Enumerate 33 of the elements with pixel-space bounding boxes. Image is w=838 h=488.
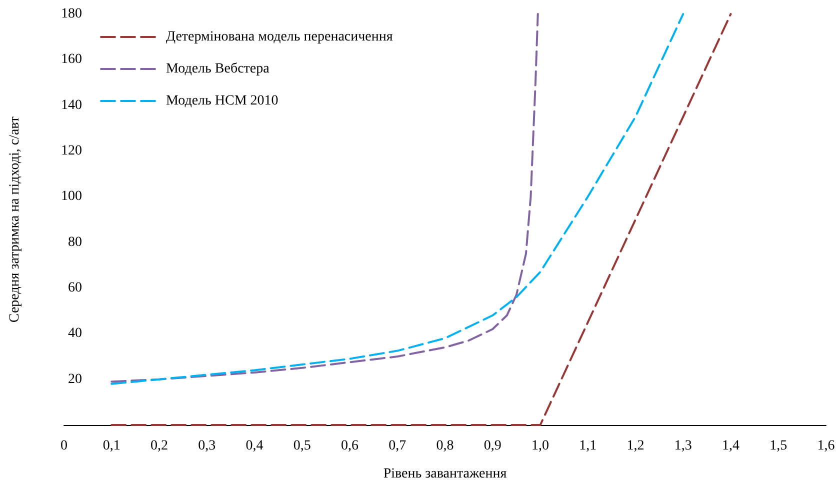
y-tick-label: 100 [61,189,82,204]
x-tick-label: 0,1 [102,438,120,454]
y-axis-title: Середня затримка на підході, с/авт [8,116,22,323]
y-tick-label: 40 [68,326,82,342]
x-tick-label: 0,4 [246,438,264,454]
y-tick-label: 160 [61,52,82,68]
x-tick-label: 1,4 [722,438,740,454]
line-series [110,13,539,383]
x-tick-label: 1,5 [770,438,788,454]
legend-label: Модель Вебстера [166,62,270,76]
line-series [110,13,684,385]
y-tick-label: 80 [68,234,82,250]
x-axis-title: Рівень завантаження [383,466,508,482]
x-tick-label: 0,3 [198,438,216,454]
x-tick-label: 0,2 [150,438,168,454]
x-tick-label: 0,5 [293,438,311,454]
legend-label: Модель HCM 2010 [166,94,278,108]
x-tick-label: 0,8 [436,438,454,454]
x-tick-label: 0,7 [388,438,406,454]
x-tick-label: 1,3 [674,438,692,454]
x-tick-label: 1,1 [579,438,597,454]
x-tick-label: 1,0 [532,438,549,454]
legend-label: Детермінована модель перенасичення [166,30,394,44]
y-tick-label: 60 [68,280,82,296]
y-tick-label: 140 [61,98,82,113]
y-tick-label: 180 [61,6,82,22]
y-tick-label: 20 [68,372,82,387]
x-tick-label: 0,6 [341,438,358,454]
x-tick-label: 1,2 [626,438,644,454]
x-tick-label: 1,6 [817,438,835,454]
x-tick-label: 0 [60,438,68,454]
y-tick-label: 120 [61,144,82,158]
x-tick-label: 0,9 [484,438,502,454]
